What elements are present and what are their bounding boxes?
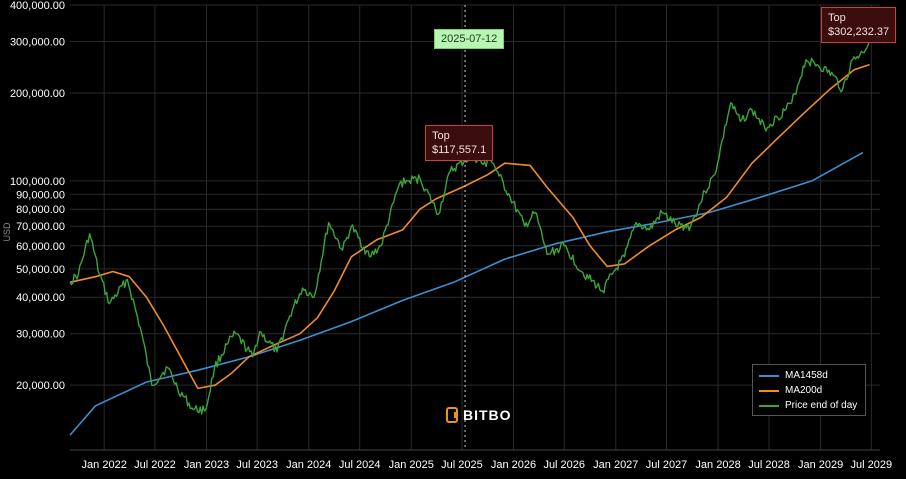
legend-item-ma200d[interactable]: MA200d bbox=[759, 383, 859, 398]
x-tick-label: Jan 2027 bbox=[593, 459, 638, 471]
grid-lines bbox=[70, 4, 880, 451]
series-line-ma200d bbox=[69, 63, 870, 390]
y-tick-label: 60,000.00 bbox=[16, 241, 65, 253]
y-tick-label: 100,000.00 bbox=[10, 176, 65, 188]
callout-value: $302,232.37 bbox=[828, 26, 890, 38]
legend-swatch-ma200d bbox=[759, 389, 779, 392]
x-tick-label: Jul 2022 bbox=[134, 459, 176, 471]
legend-item-price[interactable]: Price end of day bbox=[759, 398, 859, 413]
legend-item-ma1458d[interactable]: MA1458d bbox=[759, 368, 859, 383]
y-tick-label: 30,000.00 bbox=[16, 329, 65, 341]
x-tick-label: Jul 2028 bbox=[748, 459, 790, 471]
y-tick-label: 20,000.00 bbox=[16, 380, 65, 392]
date-marker-label: 2025-07-12 bbox=[434, 29, 505, 49]
x-tick-label: Jan 2023 bbox=[184, 459, 229, 471]
x-tick-label: Jan 2026 bbox=[491, 459, 536, 471]
x-tick-label: Jul 2024 bbox=[339, 459, 381, 471]
legend-swatch-price bbox=[759, 404, 779, 407]
x-tick-label: Jul 2027 bbox=[646, 459, 688, 471]
x-tick-label: Jul 2025 bbox=[441, 459, 483, 471]
y-tick-label: 300,000.00 bbox=[10, 37, 65, 49]
series-line-ma1458d bbox=[69, 151, 864, 436]
x-tick-label: Jul 2023 bbox=[236, 459, 278, 471]
x-tick-label: Jan 2024 bbox=[286, 459, 331, 471]
callout-title: Top bbox=[432, 130, 450, 142]
x-tick-label: Jan 2028 bbox=[695, 459, 740, 471]
bitbo-logo-text: BITBO bbox=[463, 407, 512, 423]
legend-label: MA200d bbox=[785, 385, 823, 396]
y-axis-ticks: 20,000.00 30,000.00 40,000.00 50,000.00 60,0… bbox=[10, 0, 65, 392]
legend-label: MA1458d bbox=[785, 370, 828, 381]
y-tick-label: 400,000.00 bbox=[10, 0, 65, 12]
y-tick-label: 50,000.00 bbox=[16, 264, 65, 276]
x-tick-label: Jul 2026 bbox=[543, 459, 585, 471]
x-tick-label: Jan 2029 bbox=[798, 459, 843, 471]
x-tick-label: Jan 2025 bbox=[389, 459, 434, 471]
chart-legend: MA1458d MA200d Price end of day bbox=[752, 364, 866, 416]
bitbo-logo: BITBO bbox=[446, 407, 512, 423]
date-marker-text: 2025-07-12 bbox=[441, 33, 498, 45]
series-line-price-end-of-day bbox=[69, 40, 871, 415]
y-tick-label: 70,000.00 bbox=[16, 221, 65, 233]
y-axis-title: USD bbox=[2, 222, 12, 242]
series-lines bbox=[69, 40, 871, 436]
top-callout-2025: Top $117,557.1 bbox=[425, 125, 494, 161]
callout-title: Top bbox=[828, 12, 846, 24]
callout-value: $117,557.1 bbox=[432, 144, 487, 156]
x-axis-ticks: Jan 2022 Jul 2022 Jan 2023 Jul 2023 Jan 2024… bbox=[82, 459, 893, 471]
legend-swatch-ma1458d bbox=[759, 374, 779, 377]
y-tick-label: 40,000.00 bbox=[16, 292, 65, 304]
y-tick-label: 200,000.00 bbox=[10, 88, 65, 100]
y-tick-label: 90,000.00 bbox=[16, 189, 65, 201]
x-tick-label: Jul 2029 bbox=[851, 459, 893, 471]
top-callout-2029: Top $302,232.37 bbox=[821, 7, 897, 43]
y-tick-label: 80,000.00 bbox=[16, 204, 65, 216]
legend-label: Price end of day bbox=[785, 400, 858, 411]
bitbo-logo-icon bbox=[446, 407, 458, 423]
x-tick-label: Jan 2022 bbox=[82, 459, 127, 471]
